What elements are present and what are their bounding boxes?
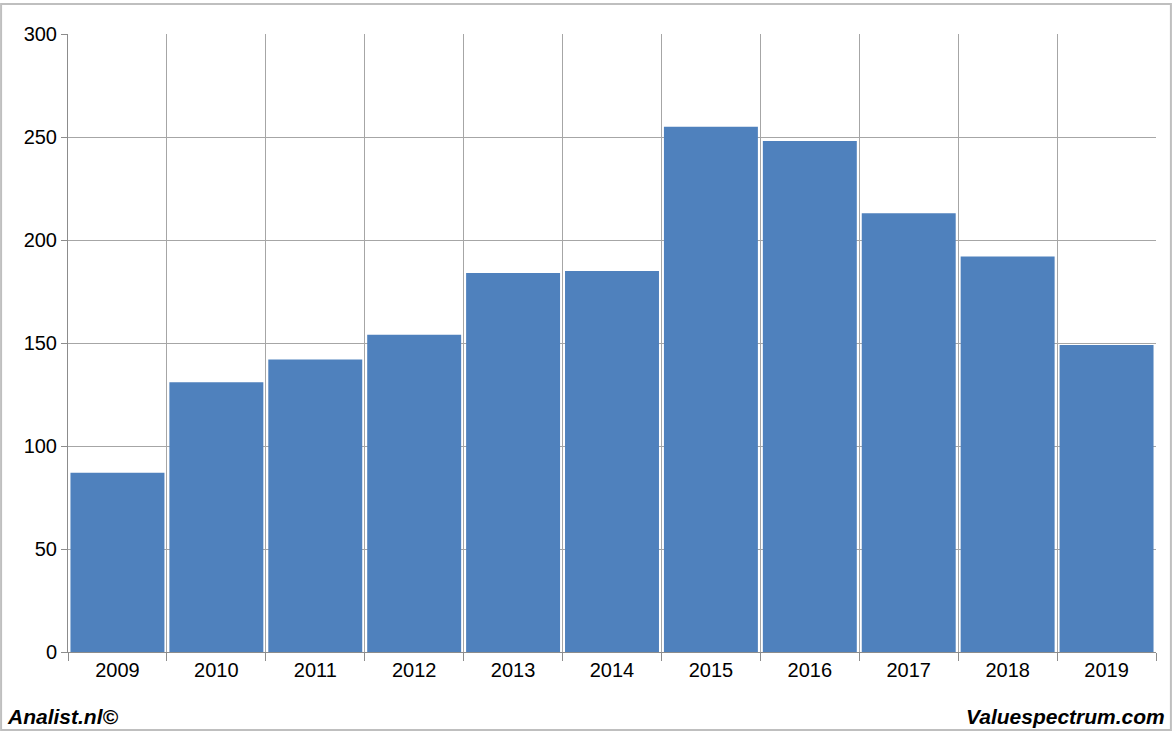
svg-text:300: 300: [24, 23, 57, 45]
svg-text:150: 150: [24, 332, 57, 354]
svg-text:100: 100: [24, 435, 57, 457]
svg-text:250: 250: [24, 126, 57, 148]
svg-text:50: 50: [35, 538, 57, 560]
svg-text:2016: 2016: [788, 659, 833, 681]
svg-text:2018: 2018: [985, 659, 1030, 681]
svg-text:Valuespectrum.com: Valuespectrum.com: [966, 705, 1165, 728]
svg-text:2011: 2011: [294, 659, 337, 681]
svg-text:2012: 2012: [392, 659, 437, 681]
svg-text:2017: 2017: [886, 659, 931, 681]
svg-text:2010: 2010: [194, 659, 239, 681]
svg-text:2014: 2014: [590, 659, 635, 681]
svg-text:Analist.nl©: Analist.nl©: [7, 705, 119, 728]
svg-text:200: 200: [24, 229, 57, 251]
svg-text:0: 0: [46, 641, 57, 663]
svg-text:2009: 2009: [95, 659, 140, 681]
svg-text:2013: 2013: [491, 659, 536, 681]
svg-text:2015: 2015: [689, 659, 734, 681]
svg-text:2019: 2019: [1084, 659, 1129, 681]
